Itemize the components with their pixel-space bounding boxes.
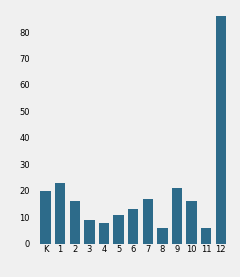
Bar (41, 191, 51, 244)
Bar (114, 215, 124, 244)
Bar (70, 201, 80, 244)
Bar (201, 228, 211, 244)
Bar (99, 223, 109, 244)
Bar (84, 220, 95, 244)
Bar (216, 16, 226, 244)
Bar (157, 228, 168, 244)
Bar (172, 188, 182, 244)
Bar (55, 183, 65, 244)
Bar (186, 201, 197, 244)
Bar (128, 209, 138, 244)
Bar (143, 199, 153, 244)
